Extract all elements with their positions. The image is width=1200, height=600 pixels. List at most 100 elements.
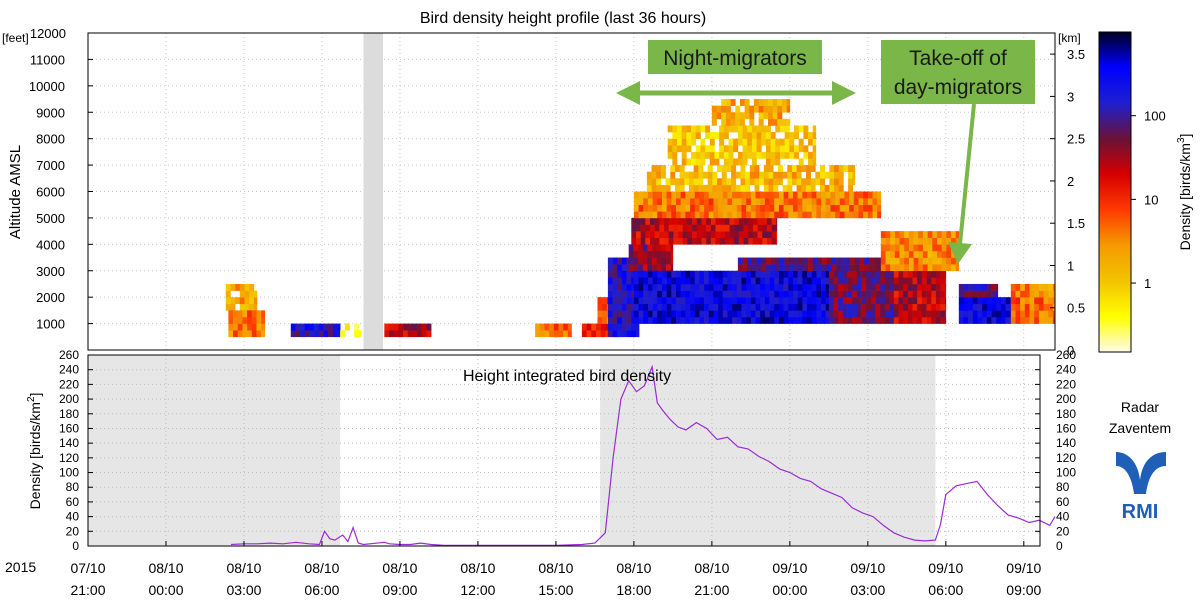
- heatmap-cell: [802, 297, 808, 305]
- heatmap-cell: [875, 310, 881, 318]
- heatmap-cell: [872, 198, 878, 206]
- time-tick-time: 06:00: [304, 582, 339, 598]
- heatmap-cell: [1029, 303, 1035, 311]
- heatmap-cell: [867, 211, 873, 219]
- heatmap-cell: [261, 330, 266, 338]
- heatmap-cell: [749, 112, 755, 120]
- heatmap-cell: [958, 316, 964, 324]
- heatmap-cell: [870, 316, 876, 324]
- heatmap-cell: [656, 244, 662, 252]
- heatmap-cell: [761, 125, 767, 133]
- heatmap-cell: [766, 217, 772, 225]
- heatmap-cell: [711, 112, 717, 120]
- heatmap-cell: [638, 250, 644, 258]
- heatmap-cell: [711, 118, 717, 126]
- heatmap-cell: [672, 132, 678, 139]
- heatmap-cell: [894, 237, 900, 245]
- heatmap-cell: [821, 303, 827, 311]
- heatmap-cell: [700, 138, 706, 146]
- heatmap-cell: [779, 145, 785, 153]
- heatmap-cell: [852, 303, 858, 311]
- heatmap-cell: [597, 316, 603, 324]
- double-headed-arrow-icon: [616, 81, 856, 105]
- heatmap-cell: [657, 191, 663, 199]
- heatmap-cell: [766, 224, 772, 232]
- heatmap-cell: [836, 257, 842, 265]
- heatmap-cell: [788, 191, 794, 199]
- heatmap-cell: [893, 270, 899, 278]
- heatmap-cell: [750, 198, 756, 206]
- heatmap-cell: [715, 217, 721, 225]
- feet-tick-label: 7000: [36, 158, 65, 173]
- heatmap-cell: [811, 303, 817, 311]
- heatmap-cell: [736, 297, 742, 305]
- heatmap-cell: [870, 297, 876, 305]
- heatmap-cell: [903, 303, 909, 311]
- heatmap-cell: [796, 184, 802, 192]
- altitude-axis-label: Altitude AMSL: [7, 145, 24, 239]
- heatmap-cell: [747, 138, 753, 146]
- heatmap-cell: [812, 145, 817, 153]
- heatmap-cell: [908, 250, 914, 258]
- heatmap-cell: [918, 250, 924, 258]
- heatmap-cell: [323, 323, 329, 331]
- heatmap-cell: [403, 323, 409, 331]
- heatmap-cell: [731, 165, 737, 172]
- heatmap-cell: [626, 316, 632, 324]
- heatmap-cell: [553, 330, 559, 338]
- heatmap-cell: [936, 264, 942, 272]
- heatmap-cell: [759, 178, 765, 186]
- heatmap-cell: [775, 257, 781, 265]
- heatmap-cell: [788, 310, 794, 318]
- heatmap-cell: [774, 316, 780, 324]
- heatmap-cell: [690, 211, 696, 219]
- colorbar-label: Density [birds/km3]: [1176, 134, 1193, 251]
- heatmap-cell: [730, 99, 736, 106]
- heatmap-cell: [746, 211, 752, 219]
- heatmap-cell: [647, 270, 653, 278]
- radar-name-line2: Zaventem: [1109, 420, 1171, 436]
- heatmap-cell: [940, 316, 946, 324]
- heatmap-cell: [563, 330, 569, 338]
- heatmap-cell: [801, 178, 807, 186]
- time-tick-date: 08/10: [460, 560, 495, 576]
- heatmap-cell: [811, 316, 817, 324]
- heatmap-cell: [788, 198, 794, 206]
- heatmap-cell: [797, 191, 803, 199]
- time-tick-time: 15:00: [538, 582, 573, 598]
- heatmap-cell: [696, 217, 702, 225]
- heatmap-cell: [708, 290, 714, 298]
- heatmap-cell: [792, 211, 798, 219]
- heatmap-cell: [853, 198, 859, 206]
- heatmap-cell: [918, 257, 924, 265]
- heatmap-cell: [626, 310, 632, 318]
- heatmap-cell: [682, 237, 688, 245]
- heatmap-cell: [821, 297, 827, 305]
- heatmap-cell: [776, 231, 778, 239]
- heatmap-cell: [783, 277, 789, 285]
- heatmap-cell: [746, 316, 752, 324]
- heatmap-cell: [694, 211, 700, 219]
- heatmap-cell: [739, 112, 745, 120]
- heatmap-cell: [671, 277, 677, 285]
- heatmap-cell: [955, 237, 960, 245]
- heatmap-cell: [727, 204, 733, 212]
- heatmap-cell: [766, 231, 772, 239]
- heatmap-cell: [889, 316, 895, 324]
- heatmap-cell: [535, 323, 541, 331]
- heatmap-cell: [808, 257, 814, 265]
- heatmap-cell: [941, 250, 947, 258]
- heatmap-cell: [631, 330, 637, 338]
- heatmap-cell: [772, 105, 778, 113]
- heatmap-cell: [647, 198, 653, 206]
- heatmap-cell: [708, 270, 714, 278]
- heatmap-cell: [935, 270, 941, 278]
- heatmap-cell: [656, 257, 662, 265]
- heatmap-cell: [951, 250, 957, 258]
- heatmap-cell: [741, 204, 747, 212]
- heatmap-cell: [304, 330, 310, 338]
- heatmap-cell: [835, 211, 841, 219]
- heatmap-cell: [872, 204, 878, 212]
- heatmap-cell: [921, 283, 927, 291]
- heatmap-cell: [652, 211, 658, 219]
